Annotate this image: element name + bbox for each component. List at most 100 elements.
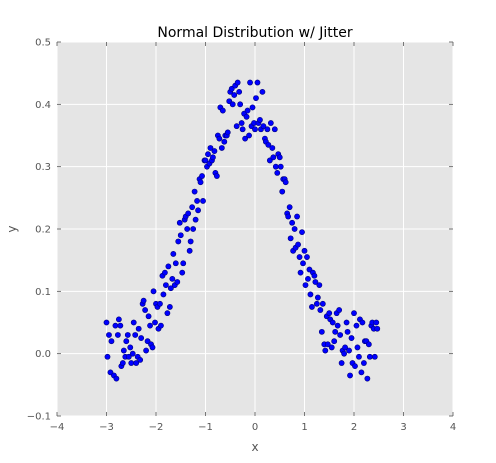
data-point [125, 353, 132, 360]
x-tick-label: 1 [301, 422, 307, 433]
data-point [264, 126, 271, 133]
data-point [191, 188, 198, 195]
data-point [180, 260, 187, 267]
data-point [318, 328, 325, 335]
data-point [304, 254, 310, 260]
data-point [157, 300, 163, 307]
data-points [103, 79, 381, 382]
y-tick-label: 0.3 [35, 162, 51, 173]
chart-title: Normal Distribution w/ Jitter [157, 25, 352, 41]
data-point [249, 104, 256, 111]
data-point [174, 279, 181, 285]
data-point [338, 360, 345, 366]
data-point [179, 269, 186, 276]
data-point [307, 291, 314, 298]
data-point [360, 360, 367, 366]
data-point [221, 138, 228, 145]
data-point [186, 247, 193, 254]
data-point [218, 145, 225, 151]
data-point [242, 135, 248, 142]
data-point [324, 341, 331, 348]
data-point [158, 322, 164, 329]
data-point [346, 347, 352, 354]
data-point [207, 145, 214, 151]
data-point [343, 319, 350, 326]
data-point [347, 372, 353, 379]
data-point [354, 344, 361, 351]
data-point [167, 285, 174, 292]
data-point [205, 151, 211, 158]
data-point [374, 325, 381, 332]
data-point [326, 310, 333, 317]
data-point [302, 282, 309, 288]
x-tick-label: 0 [252, 422, 258, 433]
data-point [299, 229, 305, 236]
data-point [238, 120, 245, 126]
y-tick-label: 0.4 [35, 100, 51, 111]
data-point [103, 319, 110, 326]
data-point [344, 328, 351, 335]
data-point [137, 356, 144, 363]
data-point [143, 347, 149, 354]
data-point [189, 204, 196, 211]
data-point [312, 279, 319, 285]
data-point [331, 338, 338, 345]
data-point [373, 319, 380, 326]
data-point [316, 282, 323, 288]
data-point [279, 188, 286, 195]
data-point [106, 332, 112, 338]
data-point [252, 126, 258, 133]
data-point [265, 141, 272, 148]
y-tick-label: 0.2 [35, 225, 51, 236]
data-point [112, 322, 119, 329]
data-point [329, 319, 336, 326]
data-point [305, 275, 311, 282]
data-point [199, 173, 205, 179]
data-point [128, 360, 135, 366]
data-point [341, 350, 347, 357]
data-point [237, 101, 244, 108]
data-point [359, 319, 366, 326]
data-point [197, 179, 204, 186]
y-tick-label: 0.1 [35, 287, 51, 298]
data-point [271, 126, 278, 133]
data-point [287, 235, 294, 242]
x-axis-label: x [251, 440, 258, 454]
data-point [285, 213, 292, 220]
data-point [356, 353, 362, 360]
data-point [165, 263, 172, 270]
data-point [172, 260, 179, 267]
data-point [260, 123, 267, 130]
data-point [233, 123, 240, 130]
data-point [104, 353, 111, 360]
data-point [334, 322, 341, 329]
data-point [119, 360, 126, 366]
data-point [177, 232, 184, 239]
data-point [140, 297, 147, 304]
data-point [259, 88, 266, 95]
data-point [162, 282, 169, 288]
data-point [364, 375, 371, 382]
data-point [313, 300, 320, 307]
data-point [150, 288, 157, 295]
data-point [124, 332, 131, 338]
data-point [336, 307, 343, 313]
y-tick-label: 0.5 [35, 38, 51, 49]
data-point [277, 163, 284, 170]
data-point [115, 316, 122, 323]
data-point [353, 322, 360, 329]
data-point [130, 319, 137, 326]
data-point [108, 338, 115, 345]
data-point [342, 344, 348, 351]
data-point [169, 275, 176, 282]
data-point [269, 145, 276, 151]
data-point [164, 310, 171, 317]
data-point [274, 169, 281, 176]
data-point [194, 198, 200, 204]
data-point [294, 213, 300, 220]
data-point [234, 79, 241, 86]
data-point [328, 344, 335, 351]
data-point [229, 101, 236, 108]
data-point [300, 260, 306, 267]
data-point [210, 154, 216, 161]
